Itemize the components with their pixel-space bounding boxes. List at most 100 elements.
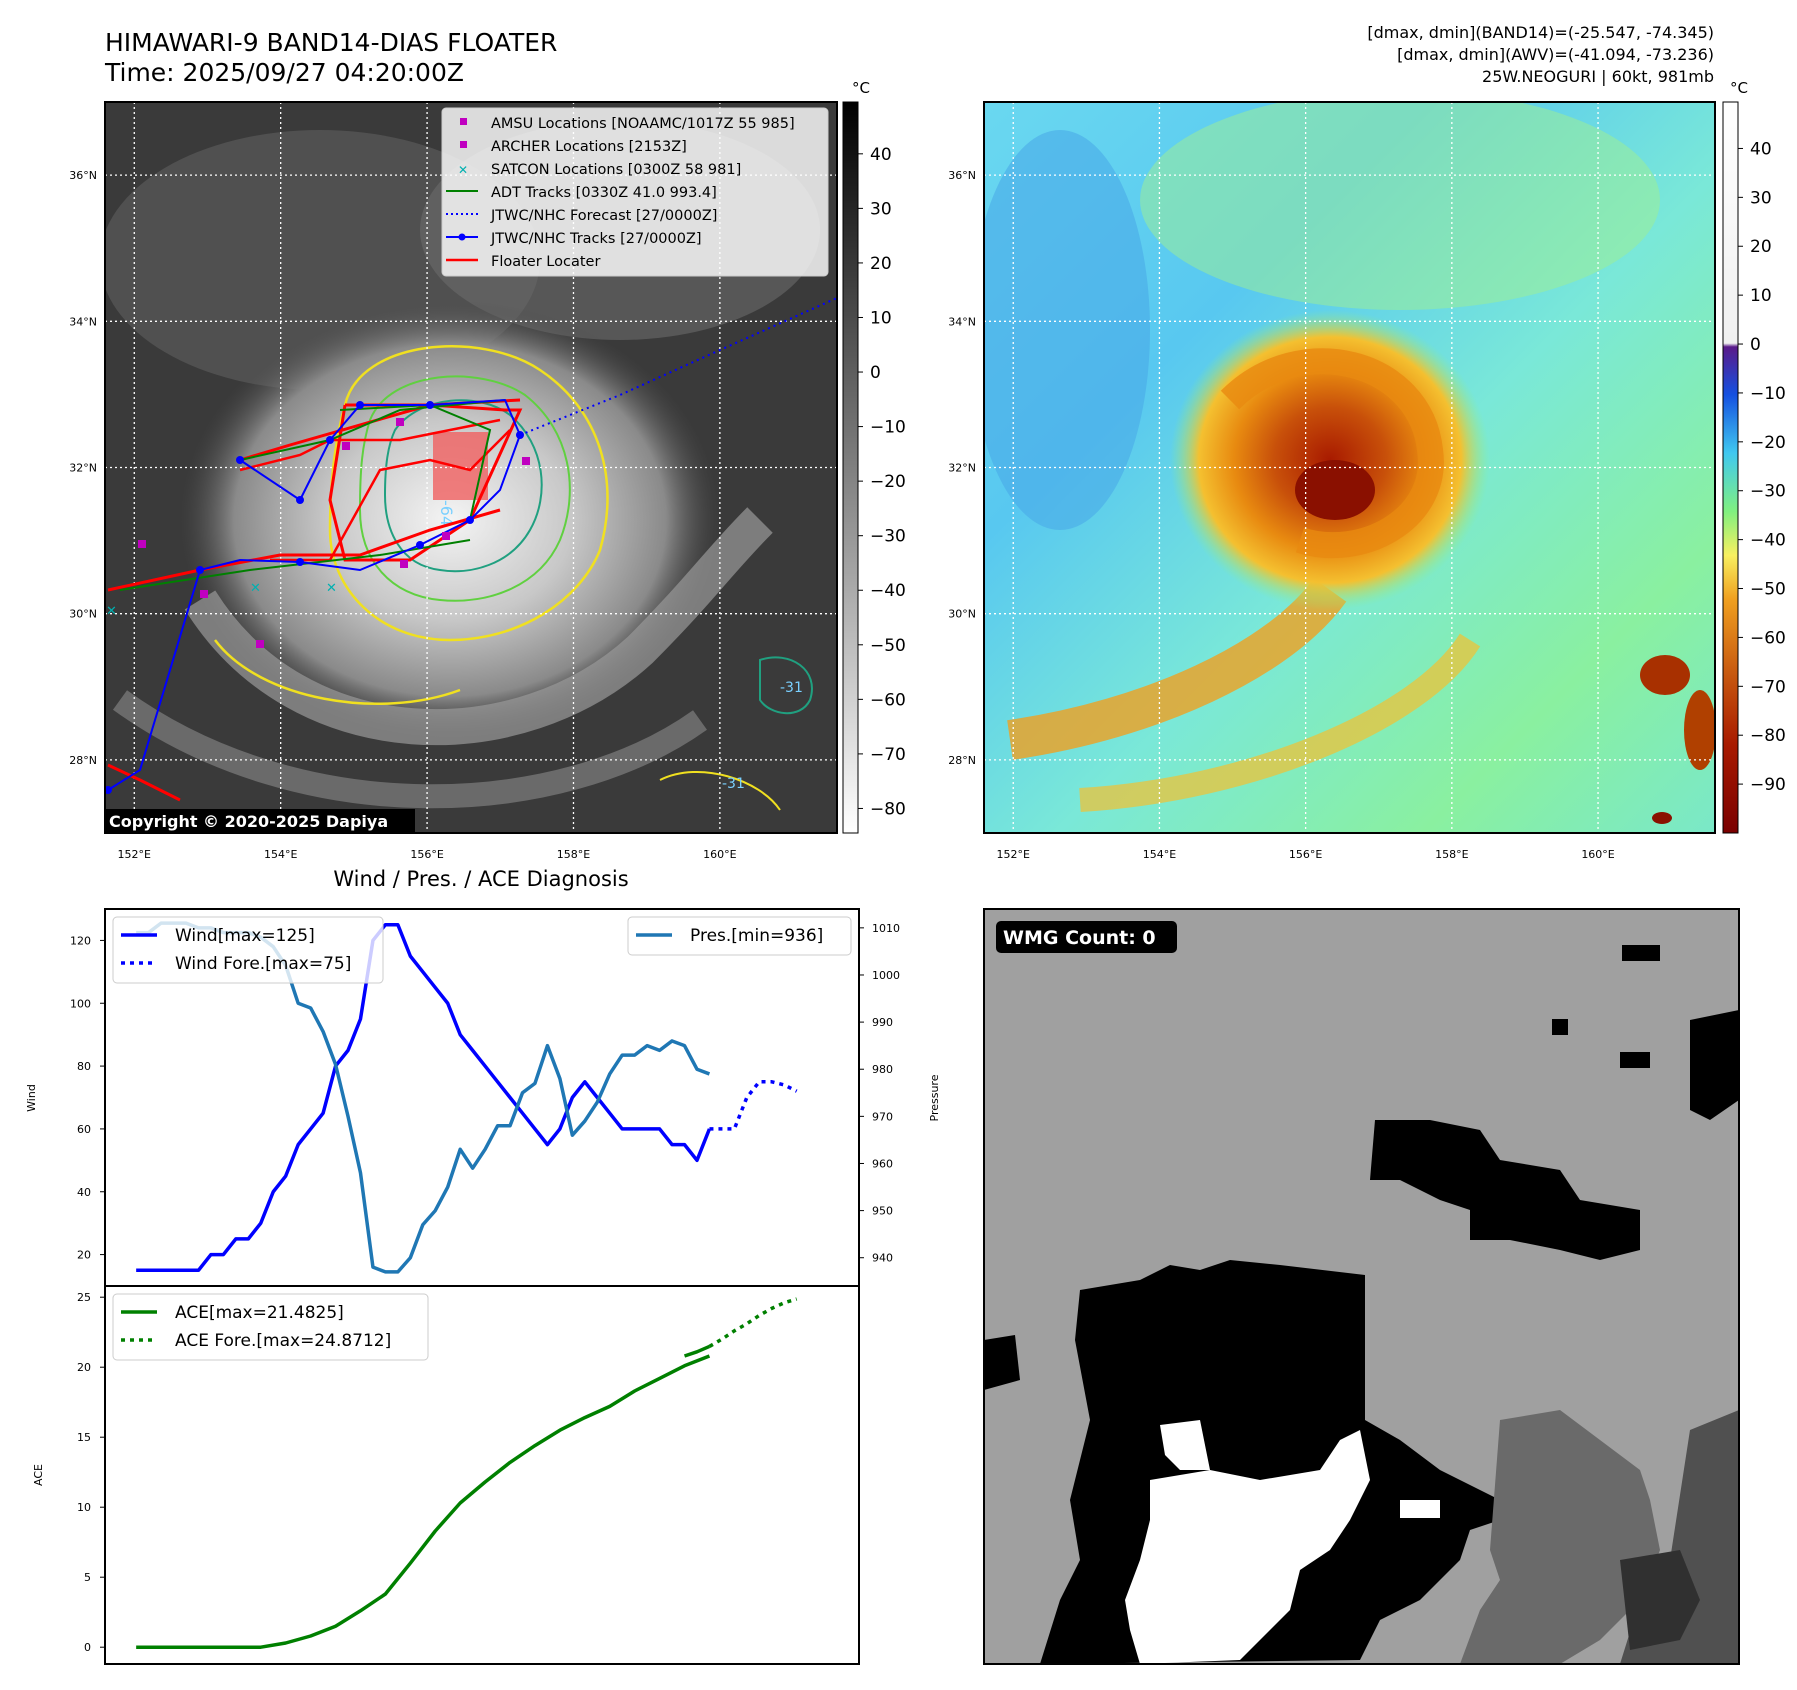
jtwc-track-dot [426, 401, 434, 409]
wmg-cold-region [1620, 1052, 1650, 1068]
awv-colorbar-unit: °C [1730, 79, 1748, 97]
ir-contour-green [358, 375, 571, 602]
awv-panel: 36°N 34°N 32°N 30°N 28°N 152°E 154°E 156°E 158°E… [948, 79, 1786, 861]
wind-tick-label: 80 [77, 1060, 91, 1073]
satcon-marker: ✕ [250, 581, 261, 596]
ir-contour-teal [759, 656, 813, 715]
colorbar-tick-label: 0 [1750, 335, 1761, 355]
lon-tick-label: 154°E [264, 848, 297, 861]
pressure-tick-label: 960 [872, 1157, 893, 1170]
archer-marker [256, 640, 264, 648]
legend-label: JTWC/NHC Forecast [27/0000Z] [490, 208, 717, 224]
jtwc-forecast-track [519, 297, 837, 436]
wmg-count-label: WMG Count: 0 [1003, 927, 1156, 949]
wmg-cold-region [984, 1335, 1020, 1390]
lat-tick-label: 28°N [948, 754, 976, 767]
legend-label: Floater Locater [491, 254, 600, 270]
ir-contour-yellow [659, 771, 781, 811]
colorbar-tick-label: −40 [870, 581, 906, 601]
wmg-cold-region [1552, 1019, 1568, 1035]
colorbar-tick-label: −70 [870, 745, 906, 765]
legend-label-ace-forecast: ACE Fore.[max=24.8712] [175, 1331, 391, 1351]
ace-axis-ticks: 0 5 10 15 20 25 [77, 1291, 105, 1654]
wmg-cold-region [1690, 1010, 1739, 1120]
satcon-marker: ✕ [326, 581, 337, 596]
ace-tick-label: 15 [77, 1431, 91, 1444]
stats-awv: [dmax, dmin](AWV)=(-41.094, -73.236) [1397, 45, 1714, 64]
legend-label-wind: Wind[max=125] [175, 926, 315, 946]
jtwc-track-dot [296, 496, 304, 504]
colorbar-tick-label: −70 [1750, 677, 1786, 697]
lat-tick-label: 32°N [69, 462, 97, 475]
colorbar-tick-label: −50 [870, 636, 906, 656]
awv-frame [983, 101, 1716, 834]
ace-forecast-line [708, 1297, 798, 1348]
colorbar-tick-label: 20 [1750, 237, 1772, 257]
lat-tick-label: 30°N [69, 608, 97, 621]
colorbar-tick-label: −40 [1750, 531, 1786, 551]
lat-tick-label: 28°N [69, 754, 97, 767]
pressure-tick-label: 990 [872, 1016, 893, 1029]
legend-label: SATCON Locations [0300Z 58 981] [491, 162, 741, 178]
floater-box [433, 432, 488, 500]
colorbar-tick-label: 40 [870, 145, 892, 165]
pressure-tick-label: 970 [872, 1110, 893, 1123]
adt-track [339, 403, 492, 521]
pressure-legend-box [627, 916, 852, 956]
colorbar-tick-label: −80 [870, 799, 906, 819]
lat-tick-label: 32°N [948, 462, 976, 475]
ir-spiral-band [112, 690, 707, 809]
ace-tick-label: 10 [77, 1501, 91, 1514]
ir-frame [104, 101, 838, 834]
contour-label: -31 [722, 776, 745, 792]
figure-title: HIMAWARI-9 BAND14-DIAS FLOATER [105, 28, 557, 57]
ace-tick-label: 5 [84, 1571, 91, 1584]
colorbar-tick-label: 40 [1750, 139, 1772, 159]
amsu-marker [342, 442, 350, 450]
jtwc-track-dot [516, 431, 524, 439]
figure-time: Time: 2025/09/27 04:20:00Z [104, 58, 464, 87]
wmg-panel: WMG Count: 0 [983, 908, 1740, 1665]
wind-legend-box [112, 916, 384, 984]
copyright-box [105, 809, 415, 833]
awv-cold-core [1295, 460, 1375, 520]
awv-spiral-band [1079, 633, 1481, 812]
jtwc-track-dot [296, 558, 304, 566]
colorbar-tick-label: 0 [870, 363, 881, 383]
lon-tick-label: 160°E [1581, 848, 1614, 861]
wind-tick-label: 100 [70, 997, 91, 1010]
ir-axis-ticks: 36°N 34°N 32°N 30°N 28°N 152°E 154°E 156°E 158°E… [69, 169, 736, 861]
floater-locater-track [270, 429, 511, 562]
awv-axis-ticks: 36°N 34°N 32°N 30°N 28°N 152°E 154°E 156°E 158°E… [948, 169, 1615, 861]
jtwc-track-dot [196, 566, 204, 574]
wind-line [136, 922, 712, 1273]
wind-tick-label: 20 [77, 1249, 91, 1262]
legend-label-ace: ACE[max=21.4825] [175, 1303, 344, 1323]
wind-tick-label: 60 [77, 1123, 91, 1136]
pressure-tick-label: 1000 [872, 969, 900, 982]
colorbar-tick-label: −80 [1750, 726, 1786, 746]
wind-pressure-chart: Wind Pressure 20 40 60 80 100 120 940 950 960 97… [25, 908, 941, 1287]
pressure-tick-label: 950 [872, 1205, 893, 1218]
legend-icon-satcon: ✕ [458, 163, 468, 177]
ir-colorbar-ticks: 40 30 20 10 0 −10 −20 −30 −40 −50 −60 −70 −80 [858, 145, 906, 819]
colorbar-tick-label: −60 [870, 690, 906, 710]
ace-tick-label: 25 [77, 1291, 91, 1304]
pressure-tick-label: 1010 [872, 922, 900, 935]
floater-locater-track [107, 508, 501, 592]
archer-marker [400, 560, 408, 568]
colorbar-tick-label: −60 [1750, 628, 1786, 648]
ir-storm-core [180, 300, 720, 740]
colorbar-tick-label: −50 [1750, 580, 1786, 600]
ir-colorbar-unit: °C [852, 79, 870, 97]
colorbar-tick-label: −10 [870, 418, 906, 438]
awv-eyewall [1220, 348, 1444, 559]
ace-chart: ACE 0 5 10 15 20 25 ACE[max=21.4825] ACE Fore… [32, 1285, 860, 1665]
jtwc-track-dot [466, 516, 474, 524]
ir-panel: -64 -31 -31 [69, 79, 906, 861]
wmg-coldest-region [1125, 1430, 1370, 1664]
lat-tick-label: 36°N [948, 169, 976, 182]
jtwc-best-track [107, 398, 522, 791]
legend-label: JTWC/NHC Tracks [27/0000Z] [490, 231, 702, 247]
ir-tracks: ✕ ✕ ✕ [105, 297, 837, 802]
